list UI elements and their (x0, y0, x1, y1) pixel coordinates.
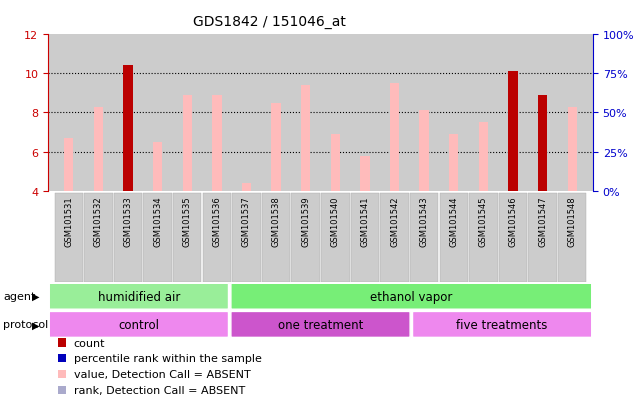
Bar (271, 188, 281, 192)
Bar (419, 188, 429, 192)
Text: count: count (74, 338, 105, 348)
Text: ▶: ▶ (32, 292, 40, 301)
Text: GSM101531: GSM101531 (64, 196, 73, 247)
Bar (449, 188, 458, 192)
Text: GSM101542: GSM101542 (390, 196, 399, 247)
Bar (173, 193, 201, 282)
Text: ethanol vapor: ethanol vapor (370, 290, 453, 303)
Text: rank, Detection Call = ABSENT: rank, Detection Call = ABSENT (74, 385, 245, 395)
Text: GSM101545: GSM101545 (479, 196, 488, 247)
Bar (360, 156, 370, 192)
Bar (54, 193, 83, 282)
Bar (321, 193, 349, 282)
FancyBboxPatch shape (231, 312, 410, 337)
Text: agent: agent (3, 292, 36, 301)
Bar (469, 193, 497, 282)
Text: GSM101539: GSM101539 (301, 196, 310, 247)
Bar (301, 188, 310, 192)
Text: GSM101544: GSM101544 (449, 196, 458, 247)
Bar (144, 193, 172, 282)
Bar (212, 95, 222, 192)
Bar (390, 188, 399, 192)
Bar (292, 193, 320, 282)
Bar (271, 103, 281, 192)
Bar (558, 193, 587, 282)
Bar (508, 72, 518, 192)
Text: GSM101541: GSM101541 (360, 196, 369, 247)
Bar (232, 193, 261, 282)
Text: GSM101532: GSM101532 (94, 196, 103, 247)
Text: one treatment: one treatment (278, 318, 363, 331)
Bar (183, 188, 192, 192)
Text: GSM101540: GSM101540 (331, 196, 340, 247)
Text: GSM101536: GSM101536 (212, 196, 221, 247)
Bar (440, 193, 468, 282)
Bar (242, 188, 251, 192)
Bar (123, 66, 133, 192)
Bar (262, 193, 290, 282)
Bar (567, 107, 577, 192)
Bar (94, 107, 103, 192)
Text: GSM101548: GSM101548 (568, 196, 577, 247)
Bar (419, 111, 429, 192)
Bar (390, 84, 399, 192)
Text: humidified air: humidified air (97, 290, 180, 303)
Bar (301, 85, 310, 192)
Bar (351, 193, 379, 282)
Text: GSM101547: GSM101547 (538, 196, 547, 247)
Text: percentile rank within the sample: percentile rank within the sample (74, 354, 262, 363)
Bar (84, 193, 113, 282)
Bar (94, 188, 103, 192)
Bar (360, 188, 370, 192)
Bar (528, 193, 557, 282)
Bar (64, 139, 74, 192)
Bar (380, 193, 409, 282)
Text: GSM101534: GSM101534 (153, 196, 162, 247)
Bar (479, 188, 488, 192)
Text: GSM101535: GSM101535 (183, 196, 192, 247)
Text: value, Detection Call = ABSENT: value, Detection Call = ABSENT (74, 369, 251, 379)
Text: GSM101537: GSM101537 (242, 196, 251, 247)
Text: protocol: protocol (3, 320, 49, 330)
Bar (331, 135, 340, 192)
Bar (64, 188, 74, 192)
Bar (212, 188, 222, 192)
FancyBboxPatch shape (49, 312, 228, 337)
Bar (410, 193, 438, 282)
Bar (479, 123, 488, 192)
Bar (538, 95, 547, 192)
FancyBboxPatch shape (49, 284, 228, 309)
FancyBboxPatch shape (231, 284, 592, 309)
Text: GSM101543: GSM101543 (420, 196, 429, 247)
Bar (114, 193, 142, 282)
Text: GDS1842 / 151046_at: GDS1842 / 151046_at (193, 14, 345, 28)
Bar (153, 142, 162, 192)
Bar (331, 188, 340, 192)
Bar (153, 188, 162, 192)
Bar (567, 188, 577, 192)
Text: GSM101533: GSM101533 (124, 196, 133, 247)
Text: GSM101546: GSM101546 (508, 196, 517, 247)
Text: control: control (119, 318, 160, 331)
Bar (242, 184, 251, 192)
Text: ▶: ▶ (32, 320, 40, 330)
Bar (203, 193, 231, 282)
Text: five treatments: five treatments (456, 318, 548, 331)
Text: GSM101538: GSM101538 (272, 196, 281, 247)
FancyBboxPatch shape (413, 312, 592, 337)
Bar (449, 135, 458, 192)
Bar (183, 95, 192, 192)
Bar (499, 193, 527, 282)
